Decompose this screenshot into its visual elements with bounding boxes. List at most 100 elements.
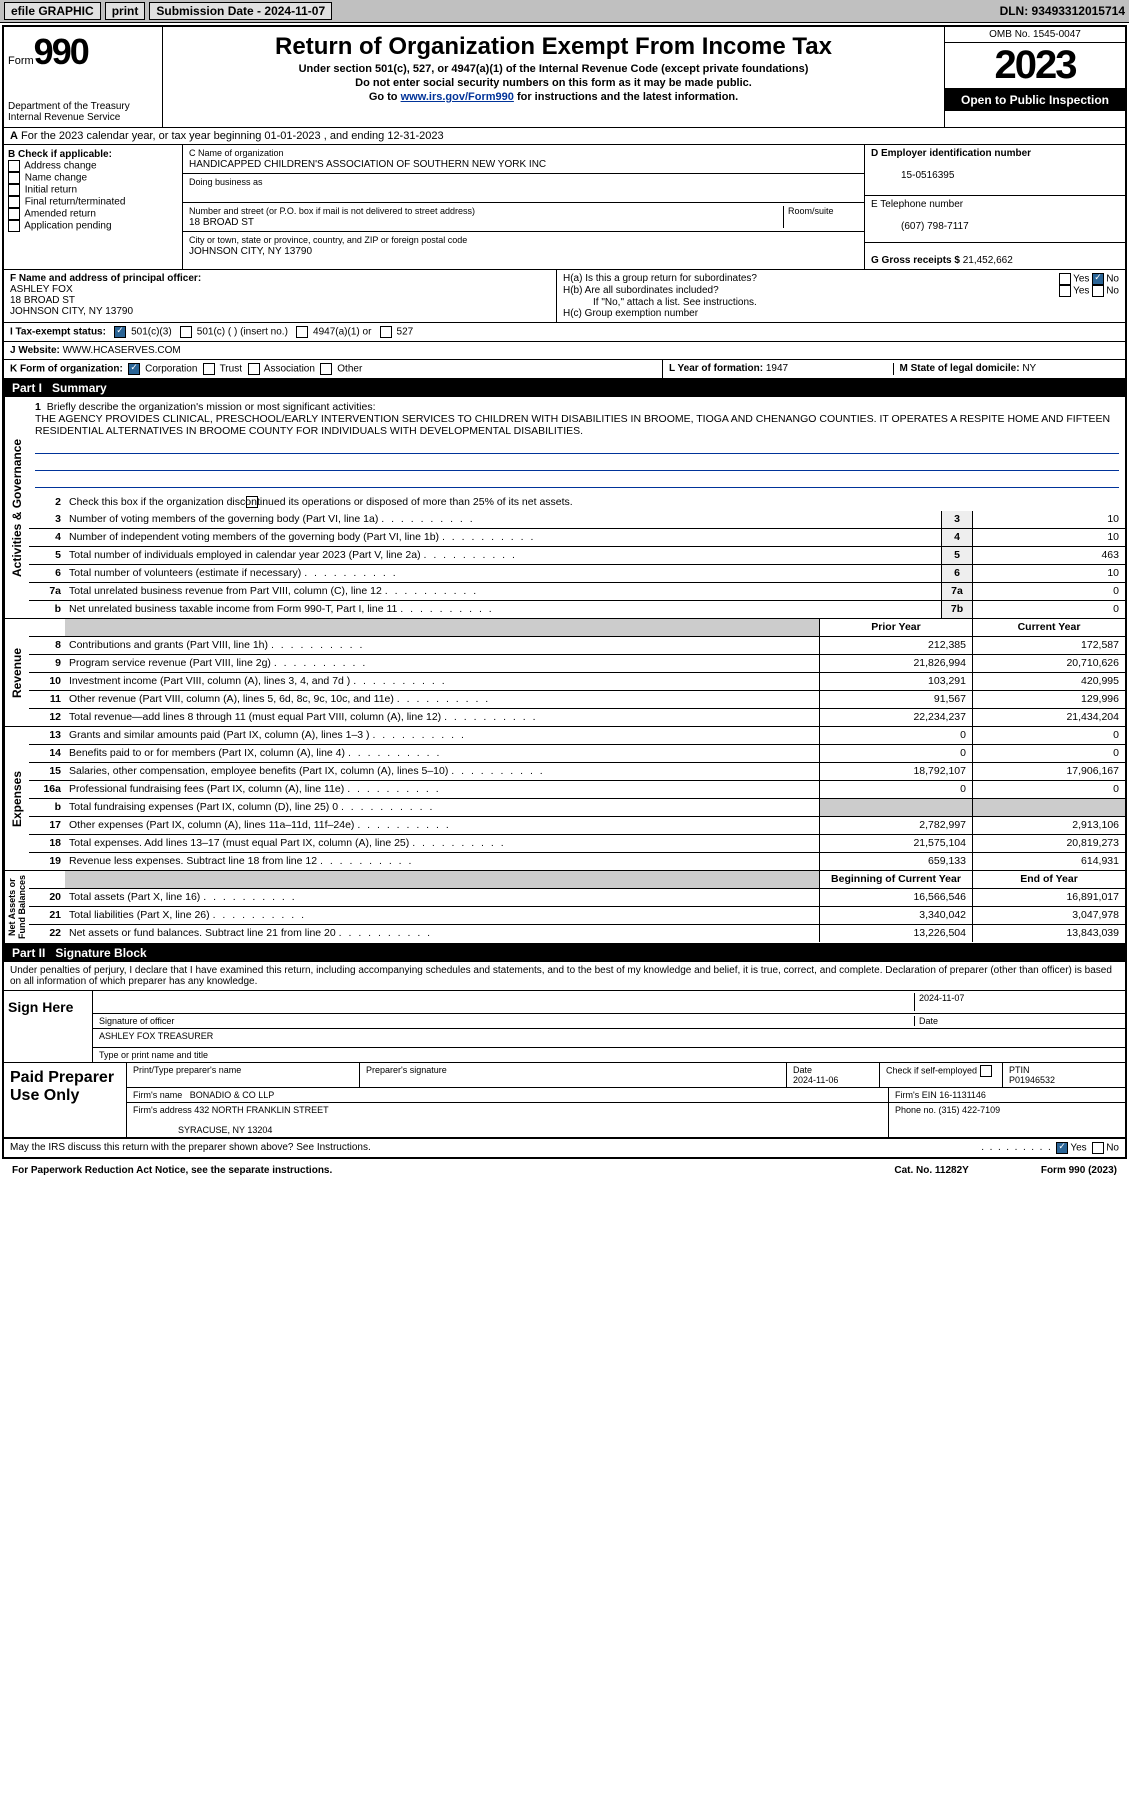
check-self-employed: Check if self-employed bbox=[880, 1063, 1003, 1087]
mission-line bbox=[35, 473, 1119, 488]
chk-trust[interactable] bbox=[203, 363, 215, 375]
chk-corporation[interactable] bbox=[128, 363, 140, 375]
gross-receipts: 21,452,662 bbox=[963, 255, 1013, 266]
col-beginning: Beginning of Current Year bbox=[819, 871, 972, 888]
net-header-row: Beginning of Current Year End of Year bbox=[29, 871, 1125, 889]
row-klm: K Form of organization: Corporation Trus… bbox=[4, 360, 1125, 379]
header-left: Form990 Department of the TreasuryIntern… bbox=[4, 27, 163, 127]
chk-discuss-yes[interactable] bbox=[1056, 1142, 1068, 1154]
data-row: 22Net assets or fund balances. Subtract … bbox=[29, 925, 1125, 942]
room-label: Room/suite bbox=[788, 206, 834, 216]
vert-expenses: Expenses bbox=[4, 727, 29, 870]
form-footer: Form 990 (2023) bbox=[1035, 1163, 1123, 1178]
date-label: Date bbox=[914, 1016, 1119, 1026]
ein: 15-0516395 bbox=[871, 170, 954, 181]
vert-revenue: Revenue bbox=[4, 619, 29, 726]
chk-discuss-no[interactable] bbox=[1092, 1142, 1104, 1154]
paid-preparer-block: Paid Preparer Use Only Print/Type prepar… bbox=[4, 1063, 1125, 1138]
form-990: Form990 Department of the TreasuryIntern… bbox=[2, 25, 1127, 1159]
firm-name: BONADIO & CO LLP bbox=[190, 1090, 275, 1100]
chk-address-change[interactable] bbox=[8, 160, 20, 172]
discuss-label: May the IRS discuss this return with the… bbox=[10, 1142, 981, 1154]
chk-501c3[interactable] bbox=[114, 326, 126, 338]
chk-527[interactable] bbox=[380, 326, 392, 338]
tax-year: 2023 bbox=[945, 43, 1125, 89]
vert-net-assets: Net Assets orFund Balances bbox=[4, 871, 29, 943]
efile-topbar: efile GRAPHIC print Submission Date - 20… bbox=[0, 0, 1129, 23]
irs-link[interactable]: www.irs.gov/Form990 bbox=[401, 91, 514, 103]
sign-here-label: Sign Here bbox=[4, 991, 93, 1062]
chk-ha-no[interactable] bbox=[1092, 273, 1104, 285]
chk-other[interactable] bbox=[320, 363, 332, 375]
officer-name-title: ASHLEY FOX TREASURER bbox=[99, 1031, 1119, 1045]
street-address: 18 BROAD ST bbox=[189, 217, 254, 228]
ein-label: D Employer identification number bbox=[871, 148, 1031, 159]
chk-4947[interactable] bbox=[296, 326, 308, 338]
dba-label: Doing business as bbox=[189, 177, 263, 187]
open-to-public: Open to Public Inspection bbox=[945, 89, 1125, 111]
mission-line bbox=[35, 456, 1119, 471]
year-formation: 1947 bbox=[766, 363, 788, 374]
officer-street: 18 BROAD ST bbox=[10, 295, 75, 306]
header-sub1: Under section 501(c), 527, or 4947(a)(1)… bbox=[167, 63, 940, 75]
header-mid: Return of Organization Exempt From Incom… bbox=[163, 27, 944, 127]
data-row: 14Benefits paid to or for members (Part … bbox=[29, 745, 1125, 763]
gov-row: 3Number of voting members of the governi… bbox=[29, 511, 1125, 529]
perjury-statement: Under penalties of perjury, I declare th… bbox=[4, 962, 1125, 991]
org-name: HANDICAPPED CHILDREN'S ASSOCIATION OF SO… bbox=[189, 159, 546, 170]
part2-header: Part II Signature Block bbox=[4, 944, 1125, 962]
form-label: Form bbox=[8, 55, 34, 67]
city-label: City or town, state or province, country… bbox=[189, 235, 467, 245]
row-i: I Tax-exempt status: 501(c)(3) 501(c) ( … bbox=[4, 323, 1125, 342]
sig-officer-label: Signature of officer bbox=[99, 1016, 914, 1026]
ptin: P01946532 bbox=[1009, 1075, 1055, 1085]
summary-governance: Activities & Governance 1 Briefly descri… bbox=[4, 397, 1125, 619]
data-row: 9Program service revenue (Part VIII, lin… bbox=[29, 655, 1125, 673]
part1-header: Part I Summary bbox=[4, 379, 1125, 397]
gov-row: 4Number of independent voting members of… bbox=[29, 529, 1125, 547]
chk-hb-yes[interactable] bbox=[1059, 285, 1071, 297]
data-row: 13Grants and similar amounts paid (Part … bbox=[29, 727, 1125, 745]
firm-phone: (315) 422-7109 bbox=[939, 1105, 1001, 1115]
revenue-header-row: Prior Year Current Year bbox=[29, 619, 1125, 637]
form-number: 990 bbox=[34, 31, 88, 72]
gross-receipts-label: G Gross receipts $ bbox=[871, 255, 963, 266]
chk-self-employed[interactable] bbox=[980, 1065, 992, 1077]
firm-ein: 16-1131146 bbox=[939, 1090, 986, 1100]
data-row: 8Contributions and grants (Part VIII, li… bbox=[29, 637, 1125, 655]
h-c-label: H(c) Group exemption number bbox=[563, 308, 1119, 319]
chk-discontinued[interactable] bbox=[246, 496, 258, 508]
chk-ha-yes[interactable] bbox=[1059, 273, 1071, 285]
mission-statement: THE AGENCY PROVIDES CLINICAL, PRESCHOOL/… bbox=[35, 413, 1110, 437]
vert-governance: Activities & Governance bbox=[4, 397, 29, 618]
summary-revenue: Revenue Prior Year Current Year 8Contrib… bbox=[4, 619, 1125, 727]
section-h: H(a) Is this a group return for subordin… bbox=[557, 270, 1125, 322]
dept-treasury: Department of the TreasuryInternal Reven… bbox=[8, 101, 158, 123]
type-name-label: Type or print name and title bbox=[99, 1050, 1119, 1060]
mission-line bbox=[35, 439, 1119, 454]
firm-address2: SYRACUSE, NY 13204 bbox=[178, 1125, 272, 1135]
chk-501c[interactable] bbox=[180, 326, 192, 338]
officer-name: ASHLEY FOX bbox=[10, 284, 73, 295]
chk-initial-return[interactable] bbox=[8, 184, 20, 196]
data-row: 20Total assets (Part X, line 16) 16,566,… bbox=[29, 889, 1125, 907]
header-sub2: Do not enter social security numbers on … bbox=[167, 77, 940, 89]
chk-amended-return[interactable] bbox=[8, 208, 20, 220]
data-row: 18Total expenses. Add lines 13–17 (must … bbox=[29, 835, 1125, 853]
chk-hb-no[interactable] bbox=[1092, 285, 1104, 297]
summary-net-assets: Net Assets orFund Balances Beginning of … bbox=[4, 871, 1125, 944]
chk-association[interactable] bbox=[248, 363, 260, 375]
chk-final-return[interactable] bbox=[8, 196, 20, 208]
data-row: 11Other revenue (Part VIII, column (A), … bbox=[29, 691, 1125, 709]
chk-name-change[interactable] bbox=[8, 172, 20, 184]
q1-label: Briefly describe the organization's miss… bbox=[47, 401, 376, 413]
submission-date-label: Submission Date - bbox=[156, 4, 264, 18]
chk-application-pending[interactable] bbox=[8, 220, 20, 232]
gov-row: 6Total number of volunteers (estimate if… bbox=[29, 565, 1125, 583]
sig-date: 2024-11-07 bbox=[914, 993, 1119, 1011]
section-fh: F Name and address of principal officer:… bbox=[4, 270, 1125, 323]
c-name-label: C Name of organization bbox=[189, 148, 284, 158]
section-b: B Check if applicable: Address change Na… bbox=[4, 145, 183, 269]
submission-date: 2024-11-07 bbox=[264, 4, 325, 18]
print-button[interactable]: print bbox=[105, 2, 146, 20]
